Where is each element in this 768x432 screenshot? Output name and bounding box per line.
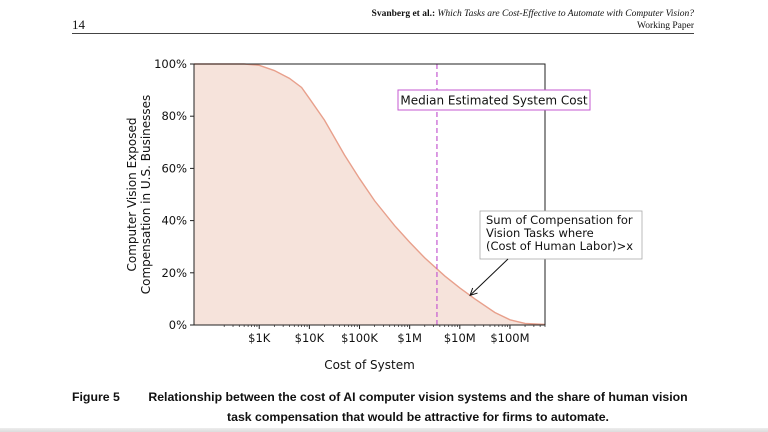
- y-axis-label-line: Compensation in U.S. Businesses: [139, 95, 153, 295]
- y-axis-label: Computer Vision ExposedCompensation in U…: [125, 95, 153, 295]
- running-header: Svanberg et al.: Which Tasks are Cost-Ef…: [372, 8, 694, 32]
- x-tick-label: $1M: [397, 331, 422, 345]
- y-tick-label: 80%: [161, 109, 187, 123]
- y-tick-label: 60%: [161, 161, 187, 175]
- y-tick-label: 0%: [169, 318, 187, 332]
- compensation-label-line: Sum of Compensation for: [486, 213, 633, 227]
- header-rule: [72, 33, 694, 34]
- y-tick-label: 100%: [154, 57, 187, 71]
- area-fill: [194, 64, 545, 325]
- series-line: [194, 63, 546, 326]
- annotation-arrow-head: [469, 287, 478, 297]
- x-tick-label: $10M: [444, 331, 476, 345]
- header-authors: Svanberg et al.:: [371, 9, 436, 19]
- x-tick-label: $100K: [341, 331, 378, 345]
- x-axis-label: Cost of System: [324, 358, 415, 372]
- x-tick-label: $10K: [295, 331, 325, 345]
- median-label-box: [397, 89, 591, 111]
- compensation-label-line: (Cost of Human Labor)>x: [486, 239, 633, 253]
- page-number: 14: [72, 17, 85, 32]
- median-label-text: Median Estimated System Cost: [400, 94, 587, 108]
- header-paper-title: Which Tasks are Cost-Effective to Automa…: [437, 9, 694, 19]
- x-tick-label: $100M: [490, 331, 529, 345]
- figure-label: Figure 5: [72, 390, 120, 404]
- y-tick-label: 20%: [161, 266, 187, 280]
- y-axis-label-line: Computer Vision Exposed: [125, 118, 139, 272]
- plot-frame: [193, 63, 546, 326]
- figure-caption: Figure 5 Relationship between the cost o…: [72, 387, 702, 427]
- page-bottom-shade: [0, 428, 768, 432]
- figure-chart: 0% 20% 40% 60% 80% 100% $1K $10K $100K $1M $10M $10…: [125, 57, 643, 372]
- header-paper-status: Working Paper: [636, 21, 694, 31]
- compensation-label-line: Vision Tasks where: [486, 226, 594, 240]
- figure-caption-text: Relationship between the cost of AI comp…: [148, 390, 688, 424]
- y-tick-label: 40%: [161, 214, 187, 228]
- x-tick-label: $1K: [248, 331, 271, 345]
- compensation-label-box: [479, 210, 643, 260]
- annotation-arrow-line: [469, 258, 509, 296]
